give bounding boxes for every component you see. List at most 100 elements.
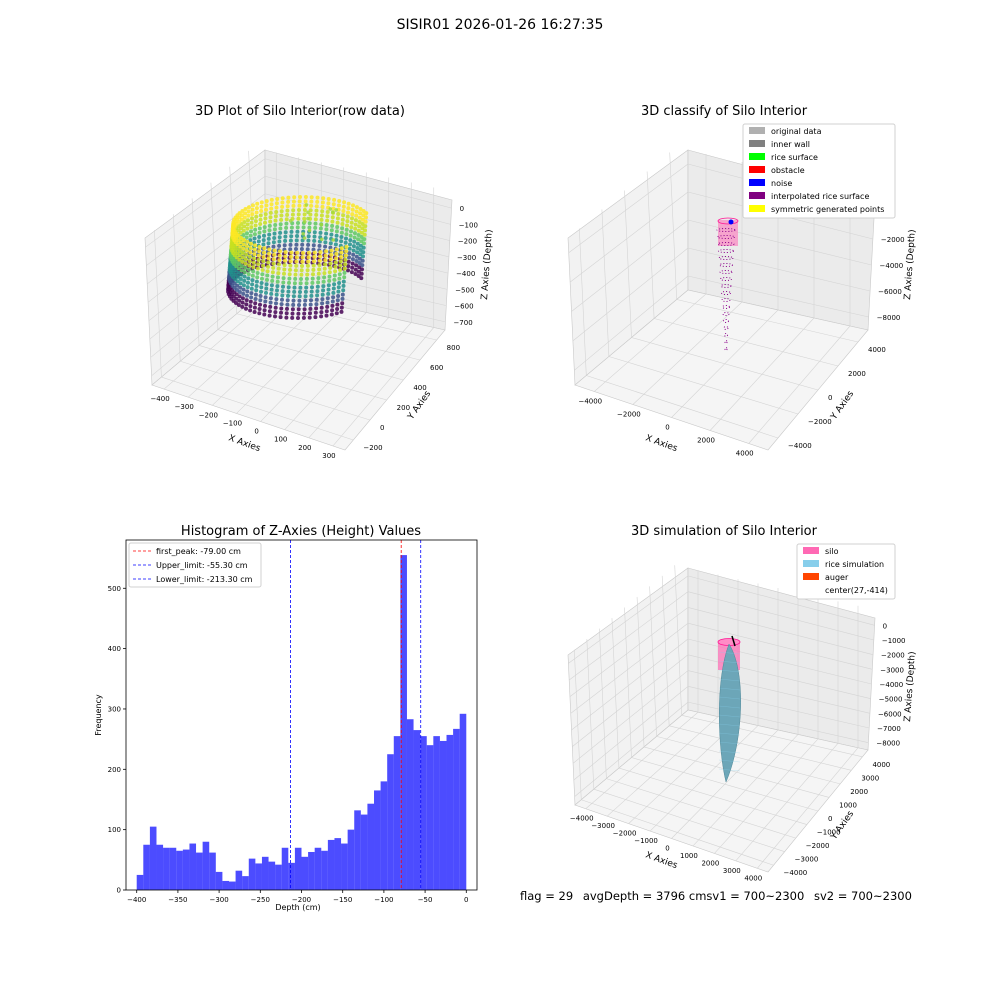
x-tick-label: 4000 xyxy=(736,450,754,458)
histogram-bar xyxy=(137,875,144,890)
y-axis-label: Y Axies xyxy=(829,389,857,422)
y-tick-label: 3000 xyxy=(861,774,879,782)
legend-swatch xyxy=(803,547,819,554)
x-axis-label: X Axies xyxy=(644,850,679,871)
y-tick-label: 500 xyxy=(108,585,121,593)
simulation-3d-plot: −4000−3000−2000−100001000200030004000−40… xyxy=(500,500,1000,1000)
histogram-bar xyxy=(269,862,276,890)
histogram-bar xyxy=(262,857,269,890)
histogram-bar xyxy=(341,844,348,890)
legend-label: first_peak: -79.00 cm xyxy=(156,547,241,556)
legend-swatch xyxy=(803,573,819,580)
legend-label: auger xyxy=(825,573,849,582)
histogram-bar xyxy=(275,865,282,890)
x-tick-label: −4000 xyxy=(570,815,594,823)
legend-label: inner wall xyxy=(771,140,810,149)
z-axis-label: Z Axies (Depth) xyxy=(903,229,918,300)
histogram-bar xyxy=(321,851,328,890)
histogram-bar xyxy=(387,754,394,890)
legend-label: Upper_limit: -55.30 cm xyxy=(156,561,248,570)
legend-swatch xyxy=(749,192,765,199)
classify-3d-plot: −4000−2000020004000−4000−20000200040000−… xyxy=(500,0,1000,500)
legend-label: interpolated rice surface xyxy=(771,192,869,201)
x-tick-label: −350 xyxy=(168,896,187,904)
x-tick-label: −4000 xyxy=(578,398,602,406)
legend-label: original data xyxy=(771,127,822,136)
histogram-bar xyxy=(381,781,388,890)
histogram-bar xyxy=(156,845,163,890)
x-tick-label: 2000 xyxy=(701,859,719,867)
x-tick-label: 4000 xyxy=(744,874,762,882)
x-axis-label: X Axies xyxy=(644,433,679,454)
y-tick-label: 2000 xyxy=(850,788,868,796)
legend-swatch xyxy=(749,153,765,160)
histogram-bar xyxy=(229,882,236,890)
y-tick-label: 0 xyxy=(117,887,121,895)
histogram-bar xyxy=(209,853,216,890)
histogram-bar xyxy=(150,827,157,890)
legend-label: rice surface xyxy=(771,153,818,162)
histogram-bar xyxy=(196,853,203,890)
x-tick-label: 3000 xyxy=(723,867,741,875)
z-tick-label: −4000 xyxy=(880,262,904,270)
y-tick-label: 4000 xyxy=(868,346,886,354)
histogram-bar xyxy=(236,871,243,890)
legend-swatch xyxy=(749,205,765,212)
noise-point xyxy=(729,220,734,225)
z-tick-label: −6000 xyxy=(878,710,902,718)
histogram-bar xyxy=(453,729,460,890)
sv2-text: sv2 = 700~2300 xyxy=(814,889,912,903)
histogram-bar xyxy=(334,838,341,890)
y-tick-label: 200 xyxy=(108,766,121,774)
simulation-legend: silo rice simulation auger center(27,-414) xyxy=(797,544,895,599)
x-tick-label: −2000 xyxy=(613,830,637,838)
histogram-bar xyxy=(282,848,289,890)
histogram-bar xyxy=(328,840,335,890)
z-tick-label: −8000 xyxy=(876,740,900,748)
legend-label: rice simulation xyxy=(825,560,884,569)
legend-swatch xyxy=(749,166,765,173)
legend-label: center(27,-414) xyxy=(825,586,888,595)
y-tick-label: −2000 xyxy=(806,842,830,850)
histogram-bar xyxy=(143,845,150,890)
legend-frame xyxy=(743,124,895,218)
z-tick-label: −2000 xyxy=(881,236,905,244)
x-tick-label: −150 xyxy=(333,896,352,904)
y-tick-label: 0 xyxy=(828,394,832,402)
x-tick-label: 0 xyxy=(665,845,669,853)
legend-swatch xyxy=(749,127,765,134)
legend-label: symmetric generated points xyxy=(771,205,884,214)
histogram-bar xyxy=(255,863,262,890)
histogram-bar xyxy=(183,850,190,890)
x-tick-label: 0 xyxy=(665,424,669,432)
histogram-bar xyxy=(394,736,401,890)
x-tick-label: −400 xyxy=(127,896,146,904)
x-tick-label: −250 xyxy=(251,896,270,904)
histogram-chart: −400 −350 −300 −250 −200 −150 −100 −50 001002003… xyxy=(0,0,500,1000)
avg-depth-text: avgDepth = 3796 cmsv1 = 700~2300 xyxy=(583,889,805,903)
x-tick-label: 0 xyxy=(464,896,468,904)
z-tick-label: −1000 xyxy=(882,637,906,645)
legend-swatch xyxy=(749,140,765,147)
histogram-bar xyxy=(203,842,210,890)
histogram-bar xyxy=(176,851,183,890)
x-tick-label: −1000 xyxy=(634,837,658,845)
legend-label: noise xyxy=(771,179,792,188)
legend-label: obstacle xyxy=(771,166,805,175)
z-tick-label: −2000 xyxy=(881,652,905,660)
histogram-bar xyxy=(242,876,249,890)
histogram-bar xyxy=(447,735,454,890)
histogram-bar xyxy=(433,736,440,890)
legend-label: silo xyxy=(825,547,839,556)
histogram-bar xyxy=(460,714,467,890)
z-tick-label: −4000 xyxy=(880,681,904,689)
histogram-bar xyxy=(407,719,414,890)
histogram-bar xyxy=(315,848,322,890)
histogram-bar xyxy=(295,848,302,890)
histogram-bar xyxy=(354,810,361,890)
z-tick-label: −6000 xyxy=(878,288,902,296)
histogram-bar xyxy=(249,859,256,890)
y-tick-label: 100 xyxy=(108,826,121,834)
legend-swatch xyxy=(749,179,765,186)
flag-text: flag = 29 xyxy=(520,889,573,903)
